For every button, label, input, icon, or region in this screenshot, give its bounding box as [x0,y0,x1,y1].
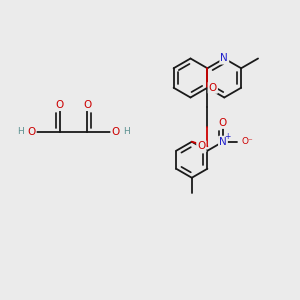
Text: O: O [219,118,227,128]
Text: O: O [27,127,36,137]
Text: N: N [219,137,227,147]
Text: O: O [111,127,120,137]
Text: O: O [209,83,217,93]
Text: N: N [220,53,228,64]
Text: O: O [83,100,91,110]
Text: O⁻: O⁻ [242,137,254,146]
Text: H: H [124,128,130,136]
Text: H: H [17,128,23,136]
Text: +: + [224,132,231,141]
Text: O: O [56,100,64,110]
Text: O: O [197,141,206,151]
